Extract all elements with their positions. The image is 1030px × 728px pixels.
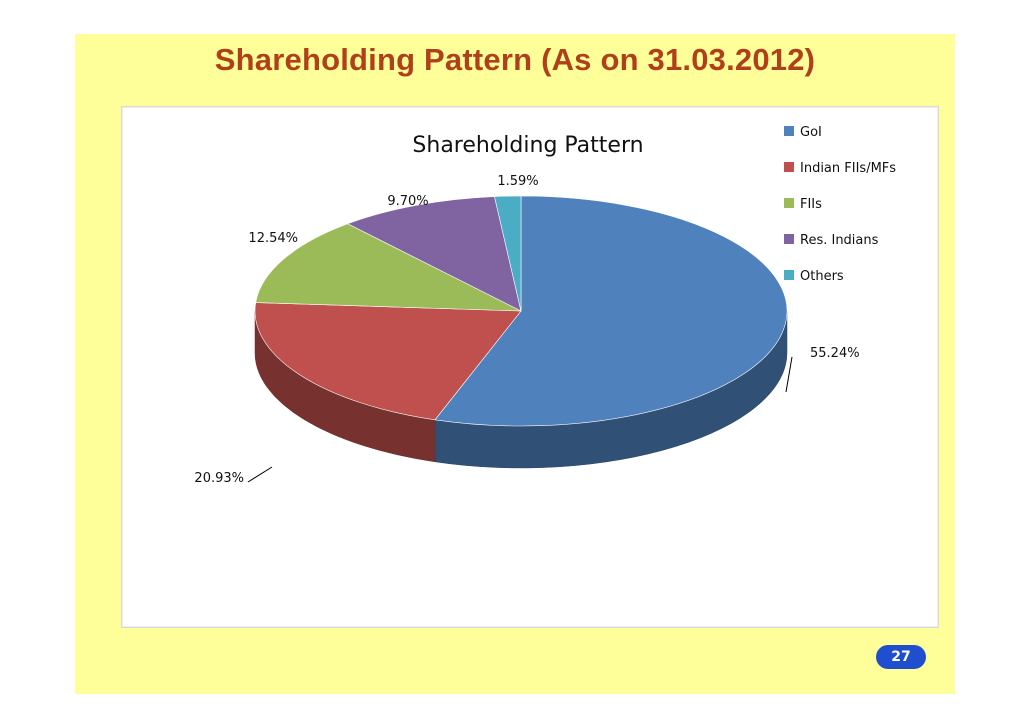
legend-label: Others bbox=[800, 269, 844, 284]
leader-line bbox=[247, 466, 273, 483]
legend-label: Res. Indians bbox=[800, 233, 879, 248]
pie-layer bbox=[254, 195, 788, 469]
data-label: 12.54% bbox=[248, 231, 298, 246]
data-label-layer: 55.24% 20.93% 12.54% 9.70% 1.59% bbox=[194, 174, 859, 486]
chart-frame: Shareholding Pattern 55.24% 20.93% 12.54% 9… bbox=[121, 106, 939, 628]
pie-slice bbox=[494, 195, 522, 312]
legend-swatch bbox=[784, 162, 794, 172]
pie-slice bbox=[434, 195, 788, 427]
slide-title: Shareholding Pattern (As on 31.03.2012) bbox=[214, 42, 816, 77]
data-label: 9.70% bbox=[387, 194, 428, 209]
legend-swatch bbox=[784, 126, 794, 136]
legend-label: FIIs bbox=[800, 197, 822, 212]
data-label: 1.59% bbox=[497, 174, 538, 189]
leader-line bbox=[785, 356, 793, 393]
pie-chart: Shareholding Pattern 55.24% 20.93% 12.54% 9… bbox=[194, 125, 896, 486]
legend-swatch bbox=[784, 198, 794, 208]
chart-title: Shareholding Pattern bbox=[412, 133, 643, 158]
pie-slice bbox=[346, 196, 522, 312]
data-label: 20.93% bbox=[194, 471, 244, 486]
legend-swatch bbox=[784, 234, 794, 244]
data-label: 55.24% bbox=[810, 346, 860, 361]
legend: GoI Indian FIIs/MFs FIIs Res. Indians Others bbox=[784, 125, 896, 284]
legend-swatch bbox=[784, 270, 794, 280]
slide: Shareholding Pattern (As on 31.03.2012) … bbox=[75, 34, 955, 694]
legend-label: Indian FIIs/MFs bbox=[800, 161, 896, 176]
page-number-badge: 27 bbox=[876, 645, 926, 669]
legend-label: GoI bbox=[800, 125, 822, 140]
pie-slice bbox=[254, 302, 522, 421]
pie-slice bbox=[255, 223, 522, 312]
